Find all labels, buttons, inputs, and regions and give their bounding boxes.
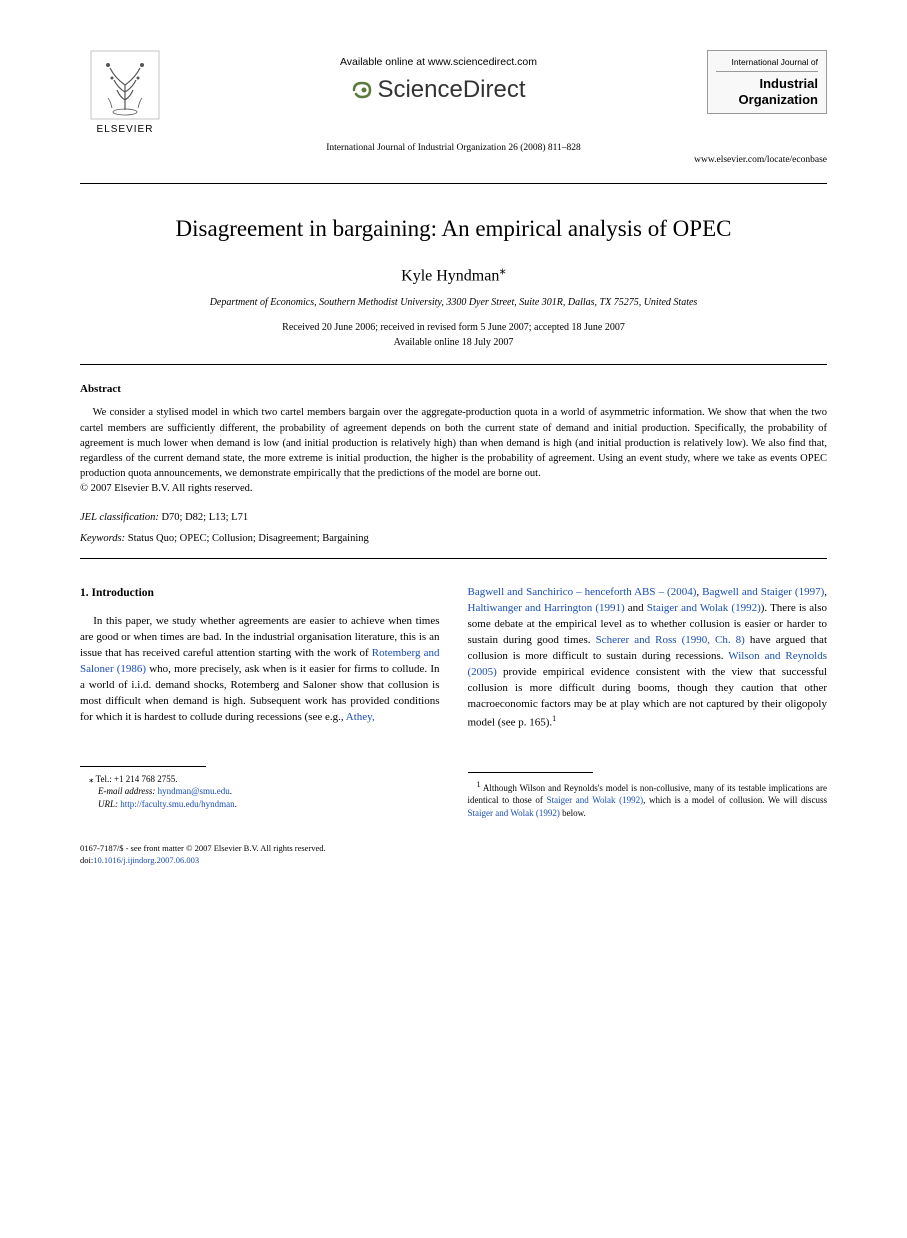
elsevier-block: ELSEVIER (80, 50, 170, 135)
link-athey[interactable]: Athey, (346, 711, 375, 723)
link-staiger-wolak[interactable]: Staiger and Wolak (1992) (647, 602, 761, 614)
doi-label: doi: (80, 855, 93, 865)
url-label: URL: (98, 799, 118, 809)
footnote-tel: Tel.: +1 214 768 2755. (94, 774, 178, 784)
keywords-text: Status Quo; OPEC; Collusion; Disagreemen… (128, 533, 369, 544)
elsevier-tree-icon (90, 50, 160, 120)
link-abs[interactable]: Bagwell and Sanchirico – henceforth ABS … (468, 586, 697, 598)
keywords-line: Keywords: Status Quo; OPEC; Collusion; D… (80, 533, 827, 544)
available-online-text: Available online at www.sciencedirect.co… (170, 56, 707, 68)
author-email-link[interactable]: hyndman@smu.edu (158, 786, 230, 796)
journal-box-line2: Organization (716, 92, 818, 108)
fn1-t2: , which is a model of collusion. We will… (643, 795, 827, 805)
email-label: E-mail address: (98, 786, 155, 796)
abstract-text: We consider a stylised model in which tw… (80, 405, 827, 481)
author-name: Kyle Hyndman (401, 267, 499, 284)
intro-para-right: Bagwell and Sanchirico – henceforth ABS … (468, 585, 828, 731)
journal-box-line1: Industrial (716, 76, 818, 92)
footnote-ref-1: 1 (552, 714, 556, 723)
doi-link[interactable]: 10.1016/j.ijindorg.2007.06.003 (93, 855, 199, 865)
right-column: Bagwell and Sanchirico – henceforth ABS … (468, 585, 828, 819)
left-column: 1. Introduction In this paper, we study … (80, 585, 440, 819)
footer-block: 0167-7187/$ - see front matter © 2007 El… (80, 843, 827, 867)
author-star-icon: ⁎ (499, 262, 506, 277)
rule-under-dates (80, 364, 827, 365)
journal-citation: International Journal of Industrial Orga… (80, 143, 827, 153)
jel-label: JEL classification: (80, 512, 159, 523)
txt-r6: provide empirical evidence consistent wi… (468, 666, 828, 728)
fn1-link1[interactable]: Staiger and Wolak (1992) (547, 795, 644, 805)
journal-box: International Journal of Industrial Orga… (707, 50, 827, 114)
footnote-rule-right (468, 772, 594, 773)
abstract-heading: Abstract (80, 383, 827, 395)
footnote-rule-left (80, 766, 206, 767)
journal-url: www.elsevier.com/locate/econbase (80, 155, 827, 165)
link-haltiwanger[interactable]: Haltiwanger and Harrington (1991) (468, 602, 625, 614)
footnote-1: 1 Although Wilson and Reynolds's model i… (468, 779, 828, 820)
dates-line2: Available online 18 July 2007 (80, 335, 827, 350)
author-url-link[interactable]: http://faculty.smu.edu/hyndman (120, 799, 234, 809)
rule-top (80, 183, 827, 184)
sciencedirect-logo: ScienceDirect (351, 76, 525, 104)
journal-box-top: International Journal of (716, 57, 818, 72)
sciencedirect-text: ScienceDirect (377, 76, 525, 104)
body-columns: 1. Introduction In this paper, we study … (80, 585, 827, 819)
author-line: Kyle Hyndman⁎ (80, 262, 827, 285)
keywords-label: Keywords: (80, 533, 125, 544)
rule-under-keywords (80, 558, 827, 559)
txt-r2: , (824, 586, 827, 598)
jel-codes: D70; D82; L13; L71 (161, 512, 248, 523)
article-dates: Received 20 June 2006; received in revis… (80, 320, 827, 350)
footnote-author: ⁎ Tel.: +1 214 768 2755. E-mail address:… (80, 773, 440, 811)
footer-copyright: 0167-7187/$ - see front matter © 2007 El… (80, 843, 827, 855)
elsevier-label: ELSEVIER (97, 124, 154, 135)
link-scherer-ross[interactable]: Scherer and Ross (1990, Ch. 8) (596, 634, 745, 646)
sciencedirect-icon (351, 79, 373, 101)
article-title: Disagreement in bargaining: An empirical… (80, 216, 827, 242)
header-block: ELSEVIER Available online at www.science… (80, 50, 827, 135)
dates-line1: Received 20 June 2006; received in revis… (80, 320, 827, 335)
txt-r3: and (625, 602, 647, 614)
link-bagwell-staiger[interactable]: Bagwell and Staiger (1997) (702, 586, 824, 598)
affiliation: Department of Economics, Southern Method… (80, 297, 827, 308)
jel-line: JEL classification: D70; D82; L13; L71 (80, 512, 827, 523)
abstract-copyright: © 2007 Elsevier B.V. All rights reserved… (80, 483, 827, 494)
header-center: Available online at www.sciencedirect.co… (170, 50, 707, 106)
abstract-section: Abstract We consider a stylised model in… (80, 383, 827, 494)
section-1-heading: 1. Introduction (80, 585, 440, 602)
intro-para-left: In this paper, we study whether agreemen… (80, 614, 440, 726)
fn1-t3: below. (560, 808, 586, 818)
fn1-link2[interactable]: Staiger and Wolak (1992) (468, 808, 560, 818)
